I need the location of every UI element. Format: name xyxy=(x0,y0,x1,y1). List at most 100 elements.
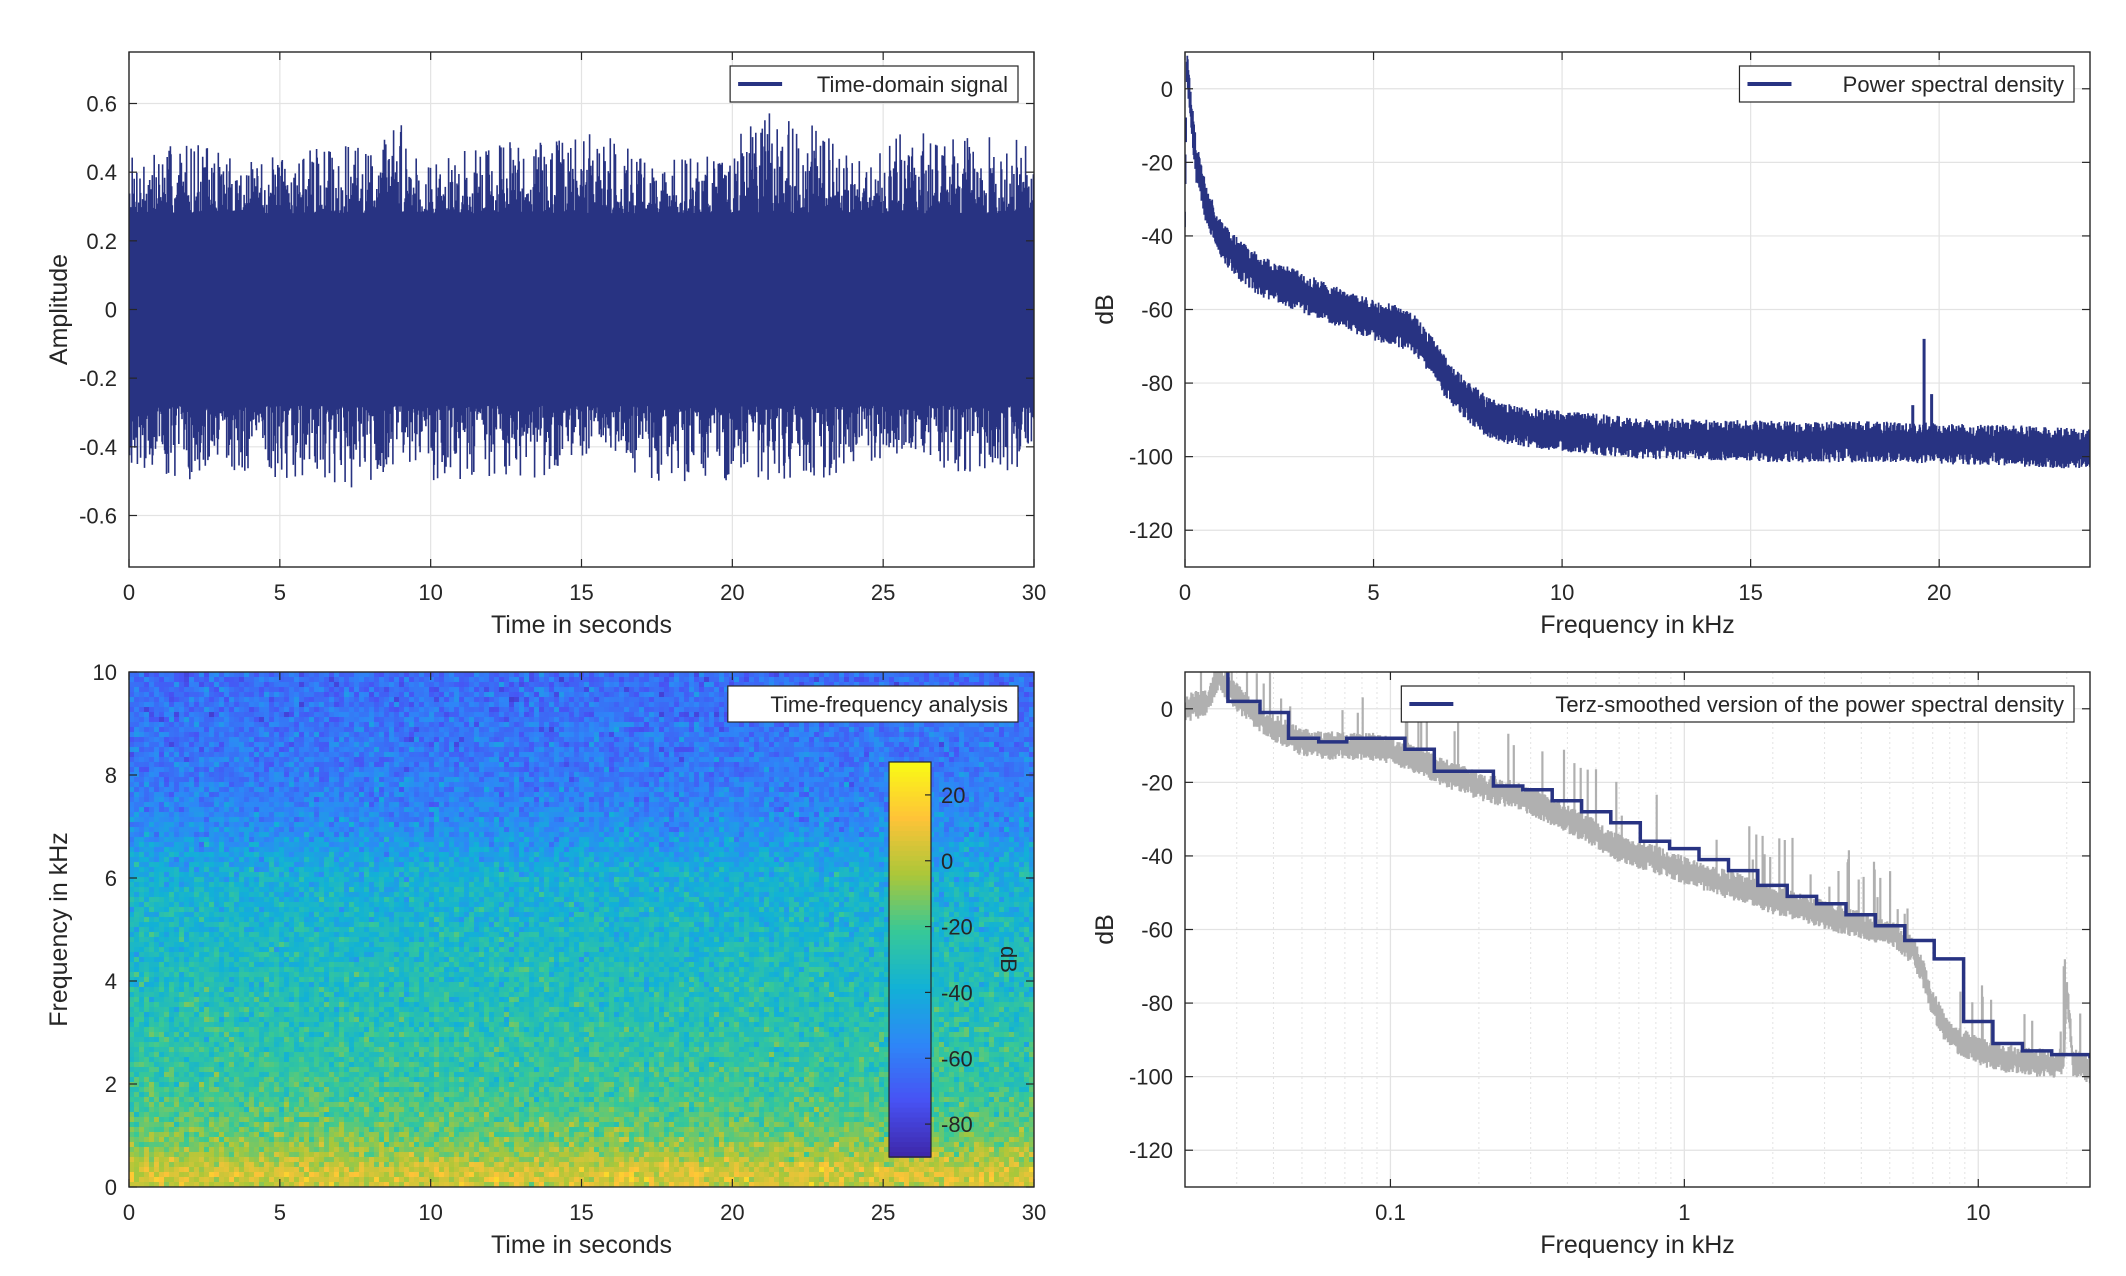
spectrogram-cell xyxy=(1014,732,1020,738)
spectrogram-cell xyxy=(354,772,360,778)
spectrogram-cell xyxy=(594,777,600,783)
spectrogram-cell xyxy=(874,742,880,748)
spectrogram-cell xyxy=(394,722,400,728)
spectrogram-cell xyxy=(514,797,520,803)
spectrogram-cell xyxy=(869,752,875,758)
spectrogram-cell xyxy=(354,802,360,808)
spectrogram-cell xyxy=(199,737,205,743)
spectrogram-cell xyxy=(164,692,170,698)
spectrogram-cell xyxy=(854,762,860,768)
spectrogram-cell xyxy=(259,687,265,693)
spectrogram-cell xyxy=(319,727,325,733)
spectrogram-cell xyxy=(664,762,670,768)
spectrogram-cell xyxy=(244,742,250,748)
spectrogram-cell xyxy=(344,767,350,773)
legend-entry: Power spectral density xyxy=(1843,72,2064,97)
spectrogram-cell xyxy=(754,742,760,748)
spectrogram-cell xyxy=(174,782,180,788)
spectrogram-cell xyxy=(999,772,1005,778)
spectrogram-cell xyxy=(509,787,515,793)
spectrogram-cell xyxy=(604,682,610,688)
spectrogram-cell xyxy=(569,737,575,743)
spectrogram-cell xyxy=(669,742,675,748)
spectrogram-cell xyxy=(574,797,580,803)
spectrogram-cell xyxy=(584,752,590,758)
spectrogram-cell xyxy=(679,717,685,723)
spectrogram-cell xyxy=(369,697,375,703)
spectrogram-cell xyxy=(894,752,900,758)
spectrogram-cell xyxy=(749,737,755,743)
x-tick-label: 5 xyxy=(274,580,286,605)
spectrogram-cell xyxy=(864,722,870,728)
spectrogram-cell xyxy=(439,692,445,698)
spectrogram-cell xyxy=(259,782,265,788)
spectrogram-cell xyxy=(484,702,490,708)
spectrogram-cell xyxy=(189,732,195,738)
spectrogram-cell xyxy=(309,677,315,683)
spectrogram-cell xyxy=(794,802,800,808)
spectrogram-cell xyxy=(974,772,980,778)
spectrogram-cell xyxy=(334,682,340,688)
spectrogram-cell xyxy=(314,722,320,728)
spectrogram-cell xyxy=(194,712,200,718)
spectrogram-cell xyxy=(189,712,195,718)
spectrogram-cell xyxy=(639,802,645,808)
spectrogram-cell xyxy=(459,732,465,738)
spectrogram-cell xyxy=(844,677,850,683)
spectrogram-cell xyxy=(314,727,320,733)
spectrogram-cell xyxy=(649,712,655,718)
spectrogram-cell xyxy=(1014,722,1020,728)
spectrogram-cell xyxy=(634,692,640,698)
spectrogram-cell xyxy=(154,732,160,738)
spectrogram-cell xyxy=(594,767,600,773)
spectrogram-cell xyxy=(884,772,890,778)
spectrogram-cell xyxy=(709,687,715,693)
spectrogram-cell xyxy=(1009,757,1015,763)
spectrogram-cell xyxy=(349,777,355,783)
spectrogram-cell xyxy=(764,772,770,778)
spectrogram-cell xyxy=(244,757,250,763)
spectrogram-cell xyxy=(274,687,280,693)
spectrogram-cell xyxy=(409,682,415,688)
spectrogram-cell xyxy=(334,697,340,703)
spectrogram-cell xyxy=(534,677,540,683)
spectrogram-cell xyxy=(719,772,725,778)
spectrogram-cell xyxy=(524,742,530,748)
spectrogram-cell xyxy=(664,797,670,803)
spectrogram-cell xyxy=(584,757,590,763)
spectrogram-cell xyxy=(459,687,465,693)
spectrogram-cell xyxy=(819,777,825,783)
spectrogram-cell xyxy=(1024,752,1030,758)
spectrogram-cell xyxy=(479,757,485,763)
spectrogram-cell xyxy=(854,742,860,748)
spectrogram-cell xyxy=(274,677,280,683)
spectrogram-cell xyxy=(494,792,500,798)
spectrogram-cell xyxy=(339,777,345,783)
spectrogram-cell xyxy=(789,752,795,758)
spectrogram-cell xyxy=(244,772,250,778)
spectrogram-cell xyxy=(239,727,245,733)
spectrogram-cell xyxy=(644,767,650,773)
spectrogram-cell xyxy=(859,797,865,803)
spectrogram-cell xyxy=(389,787,395,793)
spectrogram-cell xyxy=(429,762,435,768)
spectrogram-cell xyxy=(484,722,490,728)
spectrogram-cell xyxy=(349,762,355,768)
spectrogram-cell xyxy=(209,672,215,678)
spectrogram-cell xyxy=(779,797,785,803)
spectrogram-cell xyxy=(839,802,845,808)
spectrogram-cell xyxy=(609,697,615,703)
spectrogram-cell xyxy=(174,697,180,703)
spectrogram-cell xyxy=(774,747,780,753)
spectrogram-cell xyxy=(214,707,220,713)
spectrogram-cell xyxy=(574,722,580,728)
spectrogram-cell xyxy=(769,727,775,733)
spectrogram-cell xyxy=(584,727,590,733)
spectrogram-cell xyxy=(844,797,850,803)
spectrogram-cell xyxy=(789,787,795,793)
spectrogram-cell xyxy=(374,792,380,798)
spectrogram-cell xyxy=(629,687,635,693)
spectrogram-cell xyxy=(694,762,700,768)
spectrogram-cell xyxy=(464,702,470,708)
